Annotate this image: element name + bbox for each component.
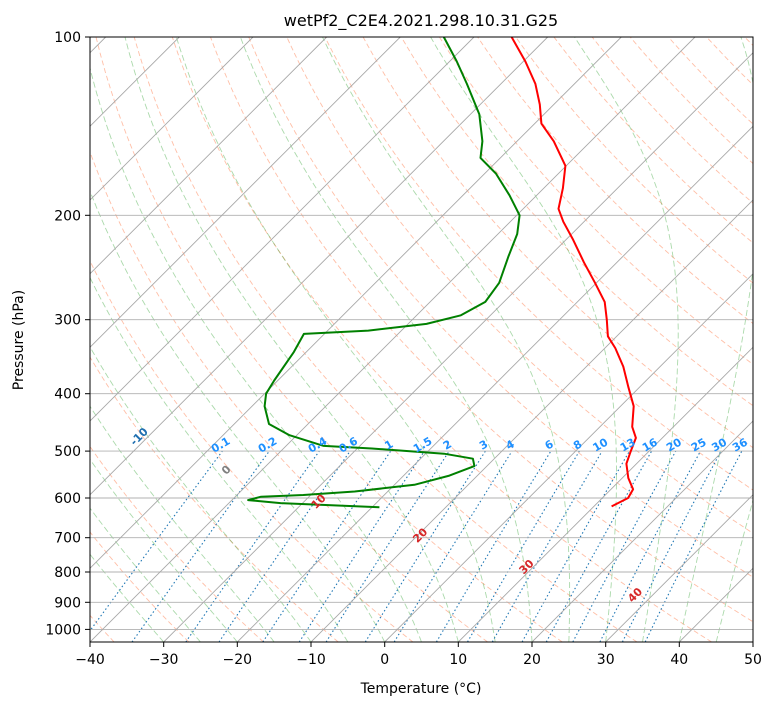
isotherm-line — [90, 37, 475, 422]
x-axis-ticks: −40 −30 −20 −10 0 10 20 30 40 50 — [75, 642, 762, 668]
dry-adiabat-line — [439, 37, 753, 365]
isotherm-line — [163, 52, 753, 642]
temperature-profile-line — [510, 37, 637, 508]
dry-adiabat-line — [591, 37, 753, 204]
x-tick-label: −20 — [223, 652, 253, 668]
x-tick-label: −10 — [296, 652, 326, 668]
isotherm-line — [90, 37, 696, 642]
mixing-ratio-lines — [90, 450, 743, 642]
mixing-ratio-line — [435, 450, 552, 642]
dry-adiabat-line — [248, 37, 753, 578]
y-axis-ticks: 100 200 300 400 500 600 700 800 900 1000 — [45, 30, 90, 638]
moist-adiabat-line — [239, 37, 533, 642]
dry-adiabat-line — [400, 37, 753, 407]
dry-adiabat-line — [95, 37, 563, 642]
dry-adiabat-line — [90, 356, 339, 642]
y-tick-label: 400 — [54, 387, 81, 403]
moist-adiabat-line — [574, 37, 679, 642]
y-tick-label: 900 — [54, 595, 81, 611]
x-tick-label: 50 — [744, 652, 762, 668]
moist-adiabat-line — [175, 37, 496, 642]
plot-frame — [89, 36, 754, 643]
dry-adiabat-line — [286, 37, 753, 534]
mixing-ratio-line — [521, 450, 630, 642]
y-tick-label: 300 — [54, 313, 81, 329]
dry-adiabat-line — [90, 531, 190, 642]
x-axis-title: Temperature (°C) — [360, 681, 482, 697]
mixing-ratio-line — [393, 450, 513, 642]
y-tick-label: 200 — [54, 208, 81, 224]
moist-adiabat-line — [90, 553, 165, 642]
mixing-ratio-line — [491, 450, 603, 642]
moist-adiabat-line — [90, 458, 238, 642]
mixing-ratio-line — [364, 450, 486, 642]
dry-adiabat-line — [90, 150, 488, 642]
mixing-ratio-line — [325, 450, 450, 642]
moist-adiabat-line — [90, 405, 275, 642]
isotherms — [90, 37, 753, 642]
dry-adiabat-line — [210, 37, 753, 623]
dewpoint-profile-line — [247, 37, 521, 509]
isotherm-line — [531, 420, 753, 642]
isotherm-line — [90, 37, 401, 348]
y-axis-title: Pressure (hPa) — [11, 290, 27, 390]
plot-area: -100-90-80-70-60-50-40-30-20-10010203040… — [90, 37, 753, 642]
isotherm-line — [90, 37, 549, 496]
chart-title: wetPf2_C2E4.2021.298.10.31.G25 — [284, 11, 558, 31]
moist-adiabat-line — [430, 37, 617, 642]
moist-adiabat-line — [90, 190, 386, 642]
mixing-ratio-line — [572, 450, 677, 642]
y-tick-label: 700 — [54, 531, 81, 547]
dry-adiabat-line — [90, 259, 414, 642]
dry-adiabat-line — [477, 37, 753, 325]
y-tick-label: 800 — [54, 565, 81, 581]
pressure-gridlines — [90, 37, 753, 630]
moist-adiabat-line — [90, 507, 201, 642]
isotherm-line — [90, 37, 254, 201]
profiles — [247, 37, 637, 509]
dry-adiabat-line — [324, 37, 753, 491]
moist-adiabat-line — [90, 276, 349, 642]
isotherm-line — [90, 37, 328, 275]
mixing-ratio-line — [218, 450, 351, 642]
isotherm-line — [310, 199, 753, 642]
dry-adiabat-line — [133, 37, 638, 642]
mixing-ratio-line — [131, 450, 270, 642]
moist-adiabat-line — [90, 66, 422, 642]
dry-adiabat-line — [171, 37, 712, 642]
x-tick-label: 10 — [449, 652, 467, 668]
isotherm-line — [90, 37, 622, 569]
isotherm-line — [457, 346, 753, 642]
isotherm-line — [384, 273, 753, 642]
y-tick-label: 500 — [54, 444, 81, 460]
mixing-ratio-line — [90, 450, 223, 632]
y-tick-label: 1000 — [45, 622, 81, 638]
moist-adiabat-line — [322, 37, 571, 642]
moist-adiabat-line — [678, 37, 753, 642]
dry-adiabat-line — [553, 37, 753, 244]
moist-adiabat-line — [90, 345, 312, 642]
x-tick-label: 40 — [670, 652, 688, 668]
x-tick-label: −30 — [149, 652, 179, 668]
y-tick-label: 600 — [54, 491, 81, 507]
y-tick-label: 100 — [54, 30, 81, 46]
x-tick-label: 30 — [597, 652, 615, 668]
x-tick-label: −40 — [75, 652, 105, 668]
mixing-ratio-line — [185, 450, 320, 642]
mixing-ratio-line — [467, 450, 580, 642]
x-tick-label: 0 — [380, 652, 389, 668]
isotherm-line — [605, 494, 753, 642]
x-tick-label: 20 — [523, 652, 541, 668]
isotherm-line — [236, 125, 753, 642]
